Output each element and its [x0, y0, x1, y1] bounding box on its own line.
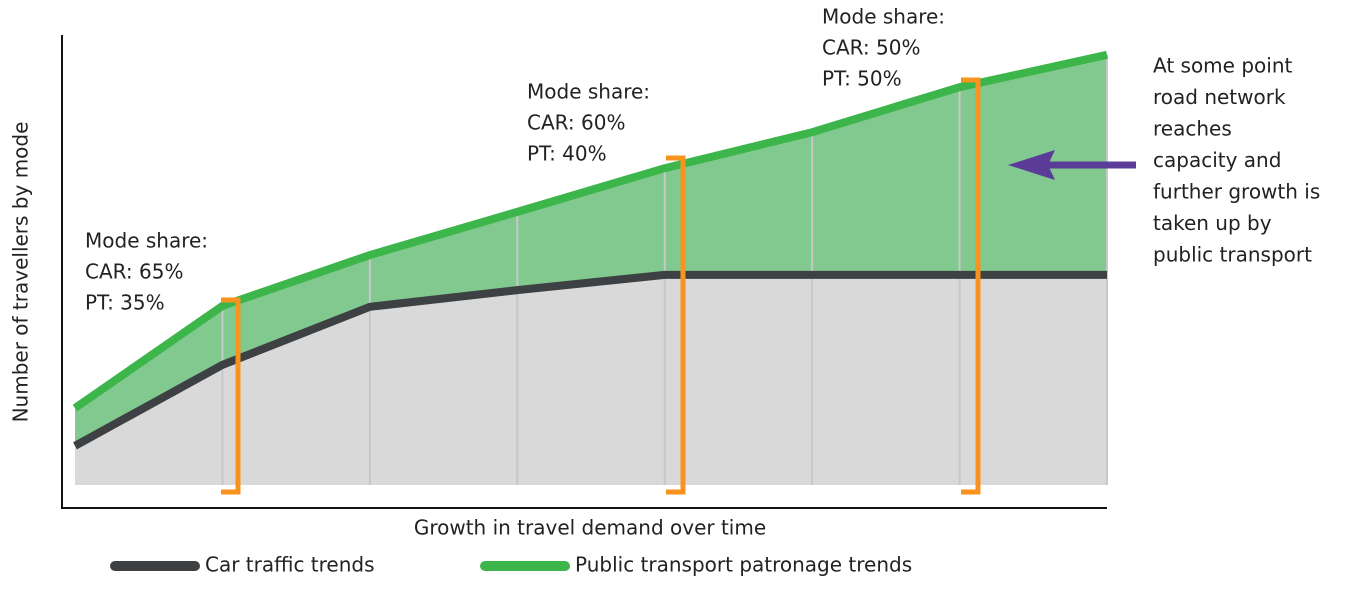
note: further growth is [1153, 180, 1320, 204]
annotation: Mode share: [527, 80, 650, 104]
series-line [73, 270, 1107, 450]
bracket [221, 297, 241, 495]
annotation: PT: 40% [527, 142, 607, 166]
series-line [72, 50, 1108, 412]
annotation: Mode share: [85, 229, 208, 253]
legend-label: Car traffic trends [205, 553, 375, 577]
note: road network [1153, 85, 1286, 109]
arrow-head [1008, 150, 1055, 180]
y-axis-label: Number of travellers by mode [9, 122, 33, 423]
annotation: PT: 50% [822, 67, 902, 91]
note: public transport [1153, 243, 1312, 267]
note: At some point [1153, 54, 1292, 78]
area [75, 274, 1107, 485]
arrow [1008, 150, 1136, 180]
area [75, 54, 1107, 446]
plot-area [72, 50, 1108, 485]
note: reaches [1153, 117, 1232, 141]
note: taken up by [1153, 211, 1272, 235]
annotation: CAR: 60% [527, 111, 625, 135]
annotation: PT: 35% [85, 291, 165, 315]
bracket [961, 77, 981, 495]
legend-label: Public transport patronage trends [575, 553, 912, 577]
brackets [221, 77, 981, 495]
legend: Car traffic trends Public transport patro… [110, 553, 912, 577]
x-axis-label: Growth in travel demand over time [414, 516, 766, 540]
bracket [666, 155, 686, 495]
annotation: CAR: 65% [85, 260, 183, 284]
annotation: Mode share: [822, 5, 945, 29]
note: capacity and [1153, 148, 1281, 172]
annotation: CAR: 50% [822, 36, 920, 60]
annotations: Mode share: CAR: 65% PT: 35% Mode share: CAR… [85, 5, 1320, 315]
